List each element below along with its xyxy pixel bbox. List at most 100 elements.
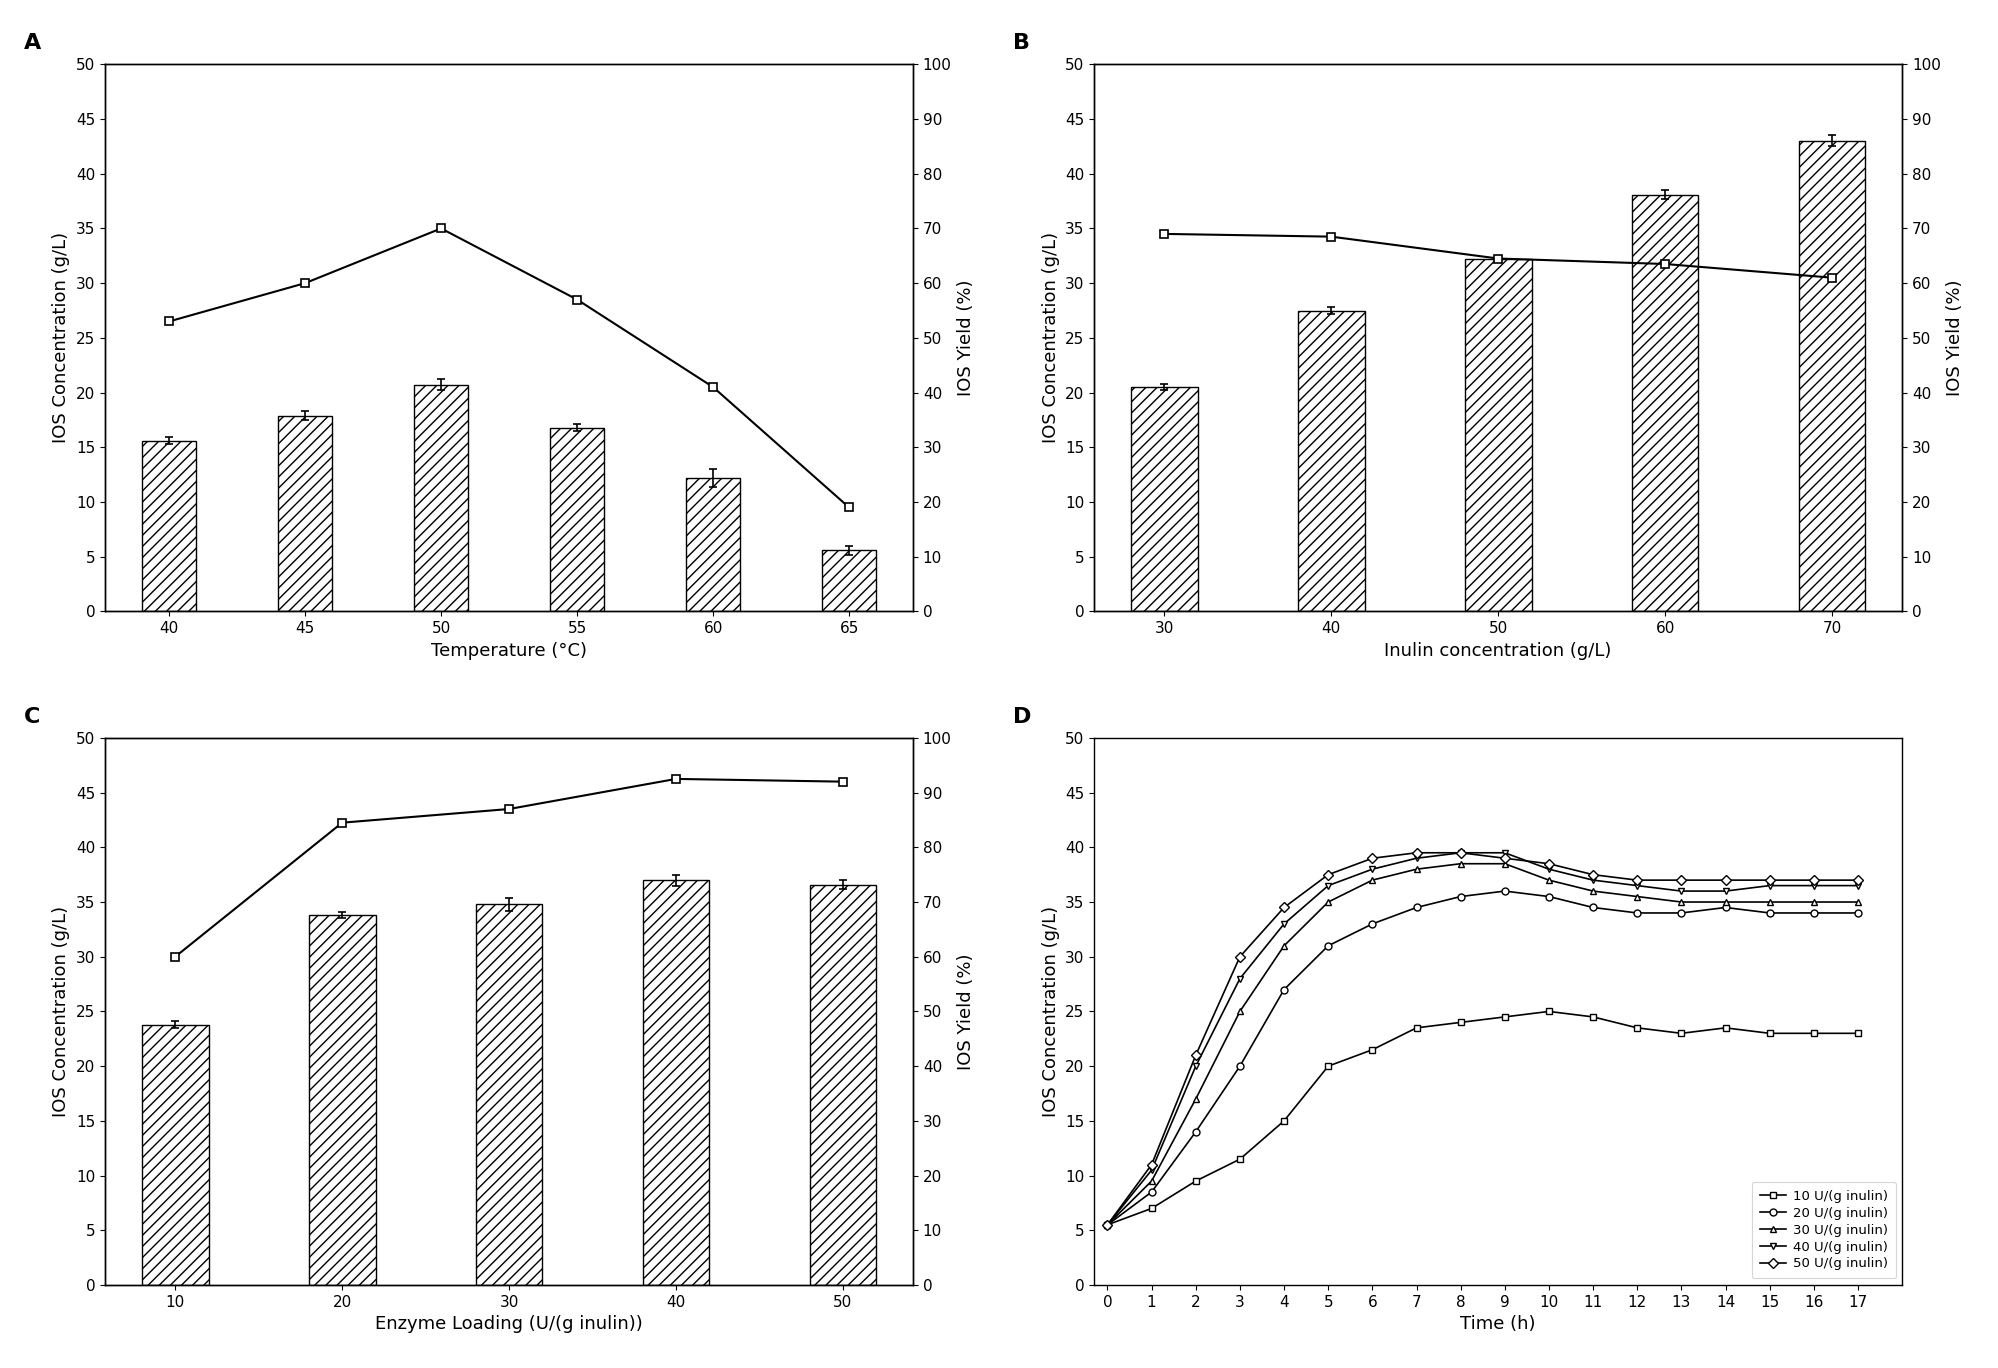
10 U/(g inulin)	[1536, 1003, 1560, 1019]
50 U/(g inulin)	[1668, 871, 1692, 888]
40 U/(g inulin)	[1844, 877, 1868, 893]
30 U/(g inulin)	[1493, 855, 1516, 871]
20 U/(g inulin)	[1536, 888, 1560, 904]
X-axis label: Temperature (°C): Temperature (°C)	[432, 642, 587, 659]
20 U/(g inulin)	[1624, 904, 1648, 921]
50 U/(g inulin)	[1756, 871, 1780, 888]
50 U/(g inulin)	[1800, 871, 1824, 888]
20 U/(g inulin)	[1712, 899, 1736, 915]
30 U/(g inulin)	[1536, 871, 1560, 888]
30 U/(g inulin)	[1756, 893, 1780, 910]
10 U/(g inulin)	[1844, 1025, 1868, 1041]
30 U/(g inulin)	[1139, 1172, 1163, 1189]
Text: D: D	[1013, 707, 1031, 726]
10 U/(g inulin)	[1668, 1025, 1692, 1041]
Line: 10 U/(g inulin): 10 U/(g inulin)	[1103, 1008, 1860, 1228]
50 U/(g inulin)	[1493, 850, 1516, 866]
30 U/(g inulin)	[1183, 1090, 1207, 1107]
Bar	[414, 384, 468, 611]
20 U/(g inulin)	[1315, 937, 1339, 953]
40 U/(g inulin)	[1449, 844, 1473, 860]
Bar	[685, 477, 739, 611]
40 U/(g inulin)	[1139, 1161, 1163, 1178]
10 U/(g inulin)	[1361, 1041, 1385, 1057]
30 U/(g inulin)	[1624, 888, 1648, 904]
50 U/(g inulin)	[1712, 871, 1736, 888]
Bar	[142, 1025, 208, 1285]
20 U/(g inulin)	[1756, 904, 1780, 921]
50 U/(g inulin)	[1139, 1156, 1163, 1172]
50 U/(g inulin)	[1844, 871, 1868, 888]
50 U/(g inulin)	[1449, 844, 1473, 860]
Text: B: B	[1013, 33, 1029, 53]
10 U/(g inulin)	[1712, 1019, 1736, 1036]
Line: 50 U/(g inulin): 50 U/(g inulin)	[1103, 850, 1860, 1228]
30 U/(g inulin)	[1580, 882, 1604, 899]
30 U/(g inulin)	[1271, 937, 1295, 953]
Y-axis label: IOS Concentration (g/L): IOS Concentration (g/L)	[1041, 233, 1059, 443]
50 U/(g inulin)	[1227, 948, 1251, 964]
10 U/(g inulin)	[1580, 1008, 1604, 1025]
Line: 20 U/(g inulin): 20 U/(g inulin)	[1103, 888, 1860, 1228]
50 U/(g inulin)	[1183, 1047, 1207, 1063]
Bar	[1131, 387, 1197, 611]
10 U/(g inulin)	[1493, 1008, 1516, 1025]
20 U/(g inulin)	[1271, 981, 1295, 997]
30 U/(g inulin)	[1095, 1216, 1119, 1233]
10 U/(g inulin)	[1183, 1172, 1207, 1189]
40 U/(g inulin)	[1095, 1216, 1119, 1233]
10 U/(g inulin)	[1315, 1057, 1339, 1074]
40 U/(g inulin)	[1271, 915, 1295, 932]
Line: 40 U/(g inulin): 40 U/(g inulin)	[1103, 850, 1860, 1228]
10 U/(g inulin)	[1271, 1112, 1295, 1129]
40 U/(g inulin)	[1315, 877, 1339, 893]
20 U/(g inulin)	[1449, 888, 1473, 904]
Bar	[1297, 311, 1365, 611]
50 U/(g inulin)	[1271, 899, 1295, 915]
40 U/(g inulin)	[1756, 877, 1780, 893]
20 U/(g inulin)	[1800, 904, 1824, 921]
10 U/(g inulin)	[1227, 1150, 1251, 1167]
40 U/(g inulin)	[1624, 877, 1648, 893]
40 U/(g inulin)	[1361, 860, 1385, 877]
Legend: 10 U/(g inulin), 20 U/(g inulin), 30 U/(g inulin), 40 U/(g inulin), 50 U/(g inul: 10 U/(g inulin), 20 U/(g inulin), 30 U/(…	[1750, 1182, 1894, 1279]
10 U/(g inulin)	[1139, 1200, 1163, 1216]
40 U/(g inulin)	[1536, 860, 1560, 877]
50 U/(g inulin)	[1361, 850, 1385, 866]
10 U/(g inulin)	[1449, 1014, 1473, 1030]
40 U/(g inulin)	[1227, 970, 1251, 986]
40 U/(g inulin)	[1668, 882, 1692, 899]
50 U/(g inulin)	[1405, 844, 1429, 860]
Y-axis label: IOS Yield (%): IOS Yield (%)	[1946, 279, 1964, 397]
30 U/(g inulin)	[1844, 893, 1868, 910]
Y-axis label: IOS Concentration (g/L): IOS Concentration (g/L)	[52, 233, 70, 443]
Y-axis label: IOS Yield (%): IOS Yield (%)	[957, 279, 975, 397]
50 U/(g inulin)	[1624, 871, 1648, 888]
40 U/(g inulin)	[1712, 882, 1736, 899]
10 U/(g inulin)	[1405, 1019, 1429, 1036]
10 U/(g inulin)	[1756, 1025, 1780, 1041]
Bar	[1798, 141, 1864, 611]
20 U/(g inulin)	[1139, 1183, 1163, 1200]
20 U/(g inulin)	[1227, 1057, 1251, 1074]
X-axis label: Inulin concentration (g/L): Inulin concentration (g/L)	[1385, 642, 1610, 659]
Y-axis label: IOS Concentration (g/L): IOS Concentration (g/L)	[52, 906, 70, 1118]
20 U/(g inulin)	[1844, 904, 1868, 921]
40 U/(g inulin)	[1800, 877, 1824, 893]
50 U/(g inulin)	[1095, 1216, 1119, 1233]
10 U/(g inulin)	[1800, 1025, 1824, 1041]
50 U/(g inulin)	[1580, 866, 1604, 882]
Bar	[142, 440, 196, 611]
20 U/(g inulin)	[1580, 899, 1604, 915]
30 U/(g inulin)	[1315, 893, 1339, 910]
30 U/(g inulin)	[1712, 893, 1736, 910]
20 U/(g inulin)	[1183, 1123, 1207, 1140]
Y-axis label: IOS Yield (%): IOS Yield (%)	[957, 953, 975, 1070]
Bar	[809, 885, 875, 1285]
Line: 30 U/(g inulin): 30 U/(g inulin)	[1103, 860, 1860, 1228]
20 U/(g inulin)	[1361, 915, 1385, 932]
20 U/(g inulin)	[1405, 899, 1429, 915]
30 U/(g inulin)	[1800, 893, 1824, 910]
10 U/(g inulin)	[1624, 1019, 1648, 1036]
50 U/(g inulin)	[1315, 866, 1339, 882]
